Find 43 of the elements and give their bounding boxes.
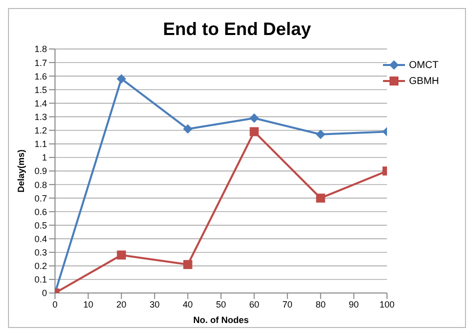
y-tick-label: 0.4 (34, 234, 47, 244)
x-tick-label: 100 (379, 299, 395, 310)
point (183, 124, 192, 134)
point (250, 114, 259, 123)
y-tick-label: 1.4 (34, 98, 47, 108)
y-tick-label: 1.5 (34, 84, 47, 95)
point (316, 194, 326, 203)
y-tick-label: 1.6 (34, 71, 47, 82)
x-tick-label: 10 (83, 299, 94, 310)
point (116, 250, 126, 260)
y-tick-label: 1 (42, 152, 47, 163)
y-tick-label: 0.6 (34, 206, 47, 217)
x-tick-label: 40 (182, 299, 193, 310)
point (183, 260, 192, 270)
x-axis-title: No. of Nodes (193, 315, 249, 325)
y-tick-label: 0.5 (34, 220, 47, 230)
x-tick-label: 80 (316, 299, 326, 310)
y-tick-label: 0.2 (34, 261, 47, 272)
y-tick-label: 0.1 (34, 274, 47, 285)
point (316, 130, 326, 139)
y-tick-label: 0.7 (34, 193, 47, 204)
y-tick-label: 0.9 (34, 166, 47, 176)
y-tick-label: 1.7 (34, 58, 47, 68)
chart-title: End to End Delay (162, 19, 312, 41)
x-tick-label: 90 (348, 299, 359, 310)
x-tick-label: 30 (150, 299, 160, 310)
y-tick-label: 0.3 (34, 248, 47, 258)
x-tick-label: 0 (52, 299, 58, 310)
y-tick-label: 1.1 (34, 139, 47, 150)
x-tick-label: 70 (282, 299, 292, 310)
y-tick-label: 1.3 (34, 112, 47, 122)
y-axis-title: Delay(ms) (16, 149, 26, 193)
legend-label: GBMH (409, 76, 439, 86)
y-tick-label: 1.8 (34, 44, 47, 54)
point (250, 127, 259, 136)
x-tick-label: 60 (249, 299, 260, 310)
y-tick-label: 1.2 (34, 126, 47, 136)
point (116, 74, 126, 84)
legend-label: OMCT (409, 60, 438, 70)
x-tick-label: 20 (116, 299, 126, 310)
y-tick-label: 0 (42, 288, 47, 298)
y-tick-label: 0.8 (34, 180, 47, 190)
x-tick-label: 50 (216, 299, 226, 310)
